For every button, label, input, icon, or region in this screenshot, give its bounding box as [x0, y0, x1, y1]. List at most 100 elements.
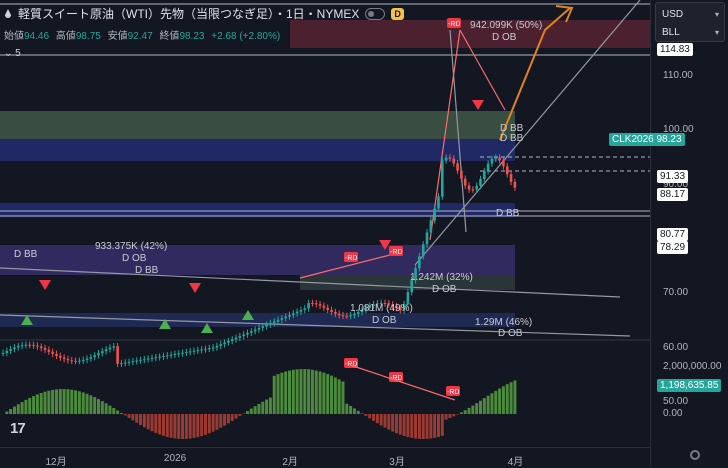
candle-body [162, 356, 165, 357]
volume-bar [483, 398, 486, 414]
indicator-toggle[interactable]: ⌄ 5 [4, 48, 21, 59]
candle-body [246, 333, 249, 335]
volume-bar [177, 414, 180, 439]
symbol-last-price: 98.23 [656, 134, 681, 145]
volume-bar [185, 414, 188, 439]
candle-body [472, 189, 475, 190]
volume-bar [490, 393, 493, 414]
chevron-down-icon[interactable]: ▾ [715, 10, 719, 19]
chart-header: 軽質スイート原油（WTI）先物（当限つなぎ足）・1日・NYMEX D 始値94.… [0, 0, 650, 44]
price-tick-label: 50.00 [663, 396, 688, 407]
candle-body [300, 310, 303, 312]
candle-body [277, 320, 280, 322]
candle-body [422, 244, 425, 256]
volume-bar [231, 414, 234, 421]
volume-bar [173, 414, 176, 438]
daily-badge[interactable]: D [391, 8, 404, 20]
volume-bar [429, 414, 432, 438]
symbol-title[interactable]: 軽質スイート原油（WTI）先物（当限つなぎ足）・1日・NYMEX [18, 5, 359, 22]
candle-body [93, 355, 96, 357]
volume-bar [357, 411, 360, 414]
volume-bar [433, 414, 436, 438]
candle-body [109, 348, 112, 350]
candle-body [273, 321, 276, 323]
candle-body [269, 323, 272, 325]
volume-bar [349, 406, 352, 414]
volume-bar [422, 414, 425, 439]
volume-bar [468, 408, 471, 414]
candle-body [28, 345, 31, 346]
candle-body [426, 232, 429, 244]
volume-bar [66, 389, 69, 414]
rd-marker: -RD [389, 246, 403, 256]
candle-body [116, 346, 119, 364]
volume-bar [181, 414, 184, 439]
candle-body [193, 351, 196, 352]
blue-bb-zone-1 [0, 139, 515, 161]
candle-body [231, 339, 234, 341]
volume-bar [246, 411, 249, 414]
candle-body [250, 331, 253, 333]
indicator-count: 5 [15, 48, 21, 59]
price-chart[interactable]: 942.099K (50%) D OB D BB D BB D BB 933.3… [0, 0, 650, 447]
open-value: 94.46 [24, 31, 49, 42]
currency-usd[interactable]: USD [662, 9, 683, 20]
candle-body [139, 360, 142, 361]
candle-body [288, 315, 291, 317]
candle-body [189, 351, 192, 352]
volume-bar [47, 391, 50, 414]
volume-bar [445, 414, 448, 420]
volume-bar [380, 414, 383, 425]
candle-body [338, 314, 341, 315]
candle-body [510, 174, 513, 182]
time-tick-label: 3月 [389, 453, 405, 468]
volume-bar [303, 369, 306, 414]
volume-bar [513, 380, 516, 414]
volume-bar [322, 373, 325, 414]
volume-bar [170, 414, 173, 438]
volume-bar [502, 386, 505, 414]
candle-body [296, 312, 299, 314]
chevron-down-icon[interactable]: ▾ [715, 28, 719, 37]
volume-bar [17, 404, 20, 414]
currency-selector[interactable]: USD ▾ BLL ▾ [655, 2, 725, 42]
candle-body [449, 158, 452, 159]
change-value: +2.68 (+2.80%) [211, 31, 280, 42]
volume-bar [475, 403, 478, 414]
candle-body [284, 317, 287, 319]
candle-body [132, 361, 135, 362]
zone-label: 1.081M (49%) [350, 303, 413, 314]
candle-body [158, 357, 161, 358]
volume-bar [86, 394, 89, 414]
candle-body [90, 357, 93, 359]
unit-bll[interactable]: BLL [662, 27, 680, 38]
volume-bar [452, 414, 455, 416]
volume-bar [296, 369, 299, 414]
gear-icon[interactable] [690, 450, 700, 460]
volume-bar [105, 403, 108, 414]
volume-bar [215, 414, 218, 430]
candle-body [105, 349, 108, 351]
volume-bar [406, 414, 409, 437]
chevron-down-icon[interactable]: ⌄ [4, 48, 12, 59]
volume-bar [189, 414, 192, 439]
volume-bar [273, 376, 276, 414]
volume-bar [326, 374, 329, 414]
volume-bar [40, 393, 43, 414]
candle-body [97, 353, 100, 355]
volume-bar [235, 414, 238, 419]
zone-label: D BB [14, 249, 38, 260]
candle-body [48, 350, 51, 352]
volume-bar [112, 408, 115, 414]
toggle-icon[interactable] [365, 8, 385, 20]
ohlc-row: 始値94.46 高値98.75 安値92.47 終値98.23 +2.68 (+… [4, 27, 280, 42]
rd-marker: -RD [344, 252, 358, 262]
candle-body [498, 158, 501, 161]
rd-label: -RD [345, 255, 357, 262]
volume-bar [510, 382, 513, 414]
volume-bar [204, 414, 207, 435]
candle-body [181, 353, 184, 354]
oil-drop-icon [4, 9, 12, 19]
